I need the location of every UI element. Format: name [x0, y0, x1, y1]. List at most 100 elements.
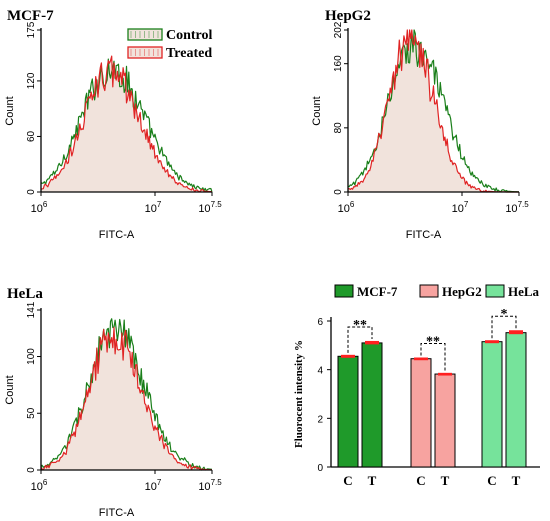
bar-c [337, 355, 359, 468]
significance-bracket [420, 343, 446, 371]
y-tick-label: 50 [26, 407, 37, 419]
x-tick-base: 10 [198, 203, 210, 215]
y-tick-label: 0 [26, 189, 37, 195]
x-tick-label: 107 [145, 200, 162, 215]
histogram-fill-area [348, 30, 519, 192]
legend-swatch-mcf-7 [334, 284, 354, 298]
x-tick-exponent: 7.5 [211, 200, 223, 209]
panel-title: HeLa [7, 286, 43, 302]
significance-bracket [491, 315, 517, 339]
bar-chart-panel: 0 2 4 6 Fluorocent intensity % C T ** C T ** C T * MCF… [293, 284, 540, 488]
y-axis-label: Count [4, 96, 16, 125]
histogram-line-treated [40, 326, 213, 471]
x-tick-base: 10 [31, 481, 43, 493]
bar-c [410, 358, 432, 468]
y-tick-label: 0 [317, 463, 323, 474]
bar-t [505, 332, 527, 468]
category-label: C [416, 473, 425, 488]
category-label: C [487, 473, 496, 488]
error-bar [414, 357, 428, 361]
error-bar [485, 340, 499, 344]
histogram-line-control [40, 318, 213, 471]
category-label: T [512, 473, 521, 488]
legend-swatch-hela [485, 284, 505, 298]
bar-t [361, 342, 383, 468]
histogram-legend: Control Treated [127, 28, 213, 61]
y-tick-label: 60 [26, 130, 37, 142]
y-tick-label: 2 [317, 414, 323, 425]
histogram-line-control [40, 58, 213, 193]
error-bar [341, 354, 355, 358]
significance-bracket [347, 326, 373, 353]
x-tick-label: 107.5 [198, 478, 222, 493]
histogram-line-control [347, 29, 519, 193]
category-label: T [368, 473, 377, 488]
x-tick-label: 107.5 [505, 200, 529, 215]
y-axis-label: Count [311, 96, 323, 125]
x-tick-base: 10 [145, 203, 157, 215]
legend-label-hepg2: HepG2 [442, 284, 482, 299]
y-tick-label: 175 [26, 21, 37, 38]
x-tick-exponent: 6 [43, 478, 48, 487]
y-tick-label: 0 [333, 189, 344, 195]
y-tick-label: 141 [26, 301, 37, 318]
x-tick-exponent: 6 [350, 200, 355, 209]
x-tick-base: 10 [505, 203, 517, 215]
x-tick-label: 107 [145, 478, 162, 493]
y-tick-label: 4 [317, 366, 323, 377]
y-axis-label: Count [4, 375, 16, 404]
legend-swatch-control [127, 28, 163, 41]
x-tick-label: 106 [31, 478, 48, 493]
legend-label-hela: HeLa [508, 284, 540, 299]
category-label: C [343, 473, 352, 488]
y-tick-label: 100 [26, 348, 37, 365]
bar-c [481, 341, 503, 468]
x-tick-label: 106 [338, 200, 355, 215]
x-tick-label: 107 [452, 200, 469, 215]
significance-label: * [501, 307, 508, 322]
category-label: T [441, 473, 450, 488]
x-tick-exponent: 7 [157, 478, 162, 487]
y-tick-label: 0 [26, 467, 37, 473]
x-tick-base: 10 [145, 481, 157, 493]
x-tick-label: 106 [31, 200, 48, 215]
x-tick-base: 10 [452, 203, 464, 215]
error-bar [438, 372, 452, 376]
y-tick-label: 202 [333, 21, 344, 38]
y-tick-label: 160 [333, 55, 344, 72]
y-axis-label: Fluorocent intensity % [293, 340, 305, 448]
x-axis-label: FITC-A [99, 507, 135, 519]
error-bar [509, 330, 523, 335]
bar-group-hela: C T * [481, 307, 527, 488]
x-tick-exponent: 7 [464, 200, 469, 209]
x-tick-exponent: 7 [157, 200, 162, 209]
y-tick-label: 120 [26, 72, 37, 89]
x-tick-base: 10 [338, 203, 350, 215]
x-tick-exponent: 7.5 [211, 478, 223, 487]
x-tick-base: 10 [198, 481, 210, 493]
x-tick-label: 107.5 [198, 200, 222, 215]
legend-swatch-treated [127, 46, 163, 59]
legend-label-control: Control [166, 28, 213, 43]
histogram-line-treated [40, 55, 213, 193]
legend-label-treated: Treated [166, 46, 212, 61]
histogram-fill-area [41, 56, 212, 192]
bar-group-mcf-7: C T ** [337, 318, 383, 488]
x-axis-label: FITC-A [99, 229, 135, 241]
legend-swatch-hepg2 [419, 284, 439, 298]
panel-title: HepG2 [325, 8, 371, 24]
bar-t [434, 373, 456, 468]
error-bar [365, 340, 379, 345]
bar-group-hepg2: C T ** [410, 335, 456, 488]
x-tick-exponent: 6 [43, 200, 48, 209]
bar-legend: MCF-7 HepG2 HeLa [334, 284, 540, 299]
histogram-fill-area [41, 327, 212, 470]
legend-label-mcf-7: MCF-7 [357, 284, 398, 299]
panel-title: MCF-7 [7, 8, 54, 24]
significance-label: ** [426, 335, 440, 350]
y-tick-label: 80 [333, 122, 344, 134]
